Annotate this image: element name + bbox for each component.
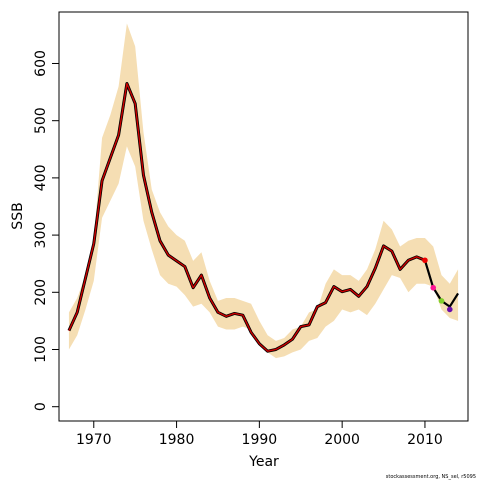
confidence-band bbox=[68, 23, 459, 359]
y-tick-label: 100 bbox=[33, 336, 49, 363]
point-marker-2012 bbox=[438, 298, 445, 304]
x-tick-label: 1970 bbox=[76, 432, 112, 448]
plot-content bbox=[67, 23, 459, 359]
x-tick-label: 1990 bbox=[242, 432, 278, 448]
x-axis: 1970 1980 1990 2000 2010 bbox=[76, 421, 443, 448]
x-tick-label: 1980 bbox=[159, 432, 195, 448]
y-axis: 0 100 200 300 400 500 600 bbox=[33, 50, 59, 411]
y-tick-label: 0 bbox=[33, 402, 49, 411]
x-tick-label: 2010 bbox=[407, 432, 443, 448]
y-tick-label: 300 bbox=[33, 222, 49, 249]
point-marker-2011 bbox=[430, 284, 437, 291]
plot-frame bbox=[58, 11, 469, 422]
point-marker-2013 bbox=[446, 306, 453, 313]
y-tick-label: 200 bbox=[33, 279, 49, 306]
x-axis-title: Year bbox=[248, 454, 279, 470]
y-tick-label: 400 bbox=[33, 165, 49, 192]
footnote: stockassessment.org, NS_sel, r5095 bbox=[386, 474, 476, 480]
ssb-series-line bbox=[68, 82, 426, 352]
y-axis-title: SSB bbox=[10, 202, 26, 229]
y-tick-label: 600 bbox=[33, 50, 49, 77]
x-tick-label: 2000 bbox=[324, 432, 360, 448]
point-marker-2010 bbox=[422, 257, 428, 264]
y-tick-label: 500 bbox=[33, 107, 49, 134]
